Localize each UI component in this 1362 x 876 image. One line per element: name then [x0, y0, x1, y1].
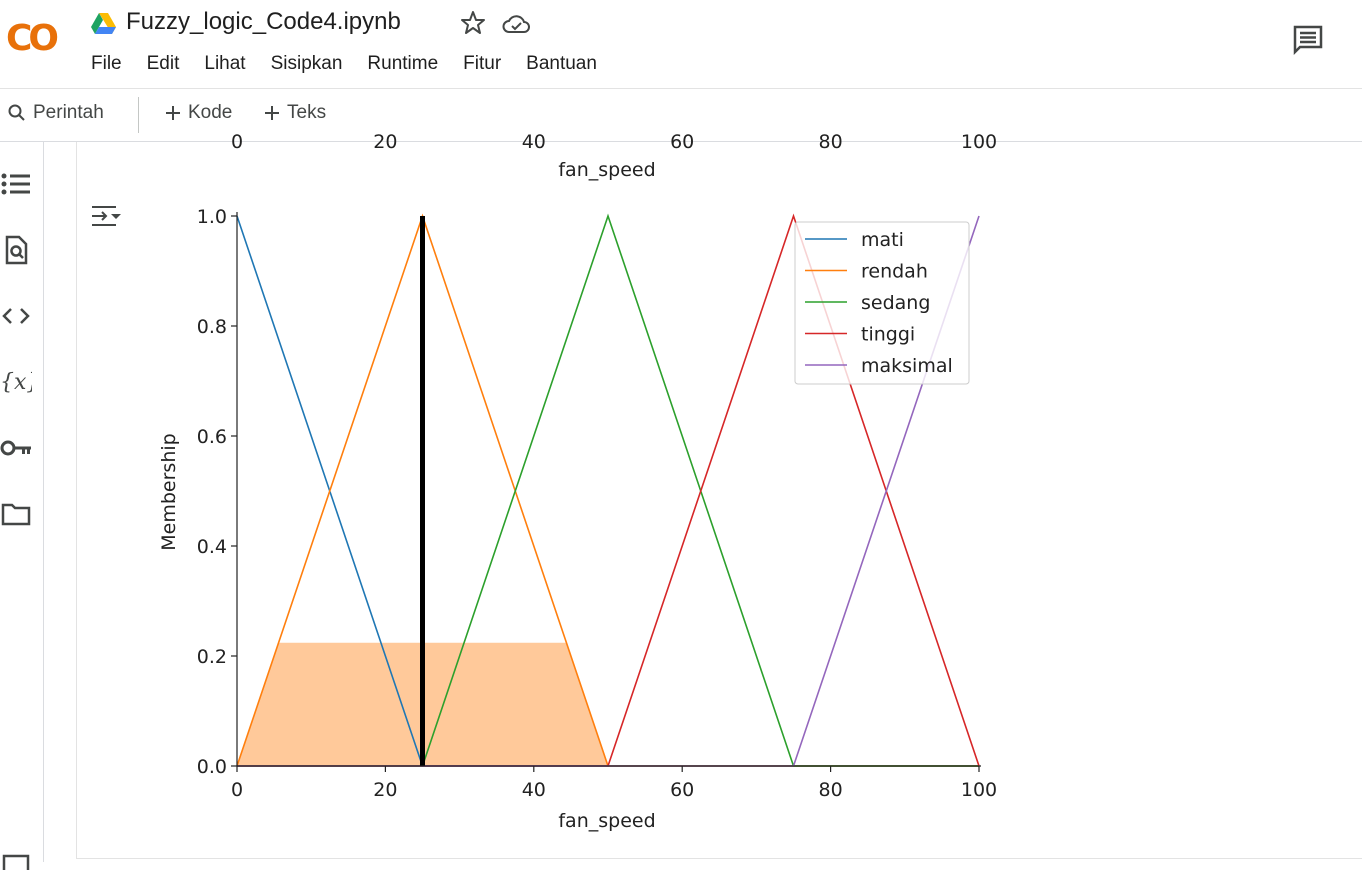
header: CO Fuzzy_logic_Code4.ipynb File Edit Lih… — [0, 0, 1362, 88]
menu-insert[interactable]: Sisipkan — [270, 53, 343, 74]
partial-x-tick-label: 80 — [819, 131, 843, 153]
y-tick-label: 1.0 — [197, 206, 227, 228]
menu-bar: File Edit Lihat Sisipkan Runtime Fitur B… — [91, 53, 622, 79]
notebook-title[interactable]: Fuzzy_logic_Code4.ipynb — [126, 8, 401, 35]
chart-partial-top: fan_speed 0 20 40 60 80 100 — [231, 131, 997, 181]
variables-icon[interactable]: {x} — [0, 366, 32, 398]
x-axis-label: fan_speed — [558, 810, 655, 832]
svg-text:{x}: {x} — [0, 370, 32, 395]
chart-main: 0 20 40 60 80 100 0.0 0.2 0.4 0.6 0.8 1.0 mati rendah… — [197, 206, 997, 801]
plus-icon — [265, 106, 279, 120]
code-snippets-icon[interactable] — [0, 300, 32, 332]
legend-label-mati: mati — [861, 229, 904, 251]
legend-box — [794, 221, 970, 385]
command-palette-button[interactable]: Perintah — [7, 102, 104, 124]
x-tick-label: 80 — [819, 779, 843, 801]
add-text-label: Teks — [287, 102, 327, 123]
x-tick-label: 0 — [231, 779, 243, 801]
toolbar: Perintah Kode Teks — [0, 88, 1362, 142]
plus-icon — [166, 106, 180, 120]
logo-text: CO — [6, 18, 57, 58]
files-folder-icon[interactable] — [0, 498, 32, 530]
partial-x-tick-label: 40 — [522, 131, 546, 153]
colab-logo[interactable]: CO — [4, 14, 68, 58]
command-label: Perintah — [33, 102, 104, 123]
partial-x-tick-label: 20 — [373, 131, 397, 153]
google-drive-icon — [91, 13, 116, 34]
toc-icon[interactable] — [0, 168, 32, 200]
output-cell — [76, 142, 1362, 859]
find-icon[interactable] — [0, 234, 32, 266]
x-tick-label: 60 — [670, 779, 694, 801]
star-icon[interactable] — [460, 10, 486, 36]
y-tick-label: 0.2 — [197, 646, 227, 668]
cloud-saved-icon[interactable] — [501, 11, 531, 37]
comments-icon[interactable] — [1292, 24, 1324, 56]
menu-view[interactable]: Lihat — [204, 53, 246, 74]
toolbar-divider — [138, 97, 139, 133]
menu-runtime[interactable]: Runtime — [367, 53, 439, 74]
x-tick-label: 40 — [522, 779, 546, 801]
partial-x-tick-label: 0 — [231, 131, 243, 153]
left-sidebar: {x} — [0, 142, 44, 870]
add-code-button[interactable]: Kode — [164, 102, 232, 124]
partial-x-tick-label: 100 — [961, 131, 997, 153]
y-tick-label: 0.8 — [197, 316, 227, 338]
y-tick-label: 0.0 — [197, 756, 227, 778]
partial-x-tick-label: 60 — [670, 131, 694, 153]
y-axis-label: Membership — [158, 433, 180, 550]
legend-label-rendah: rendah — [861, 261, 928, 283]
x-tick-label: 20 — [373, 779, 397, 801]
menu-help[interactable]: Bantuan — [526, 53, 597, 74]
y-tick-label: 0.4 — [197, 536, 227, 558]
menu-tools[interactable]: Fitur — [463, 53, 502, 74]
menu-edit[interactable]: Edit — [146, 53, 180, 74]
legend-label-maksimal: maksimal — [861, 355, 953, 377]
add-text-button[interactable]: Teks — [263, 102, 326, 124]
x-tick-label: 100 — [961, 779, 997, 801]
secrets-key-icon[interactable] — [0, 432, 32, 464]
search-icon — [8, 104, 25, 121]
partial-x-axis-label: fan_speed — [558, 159, 655, 181]
menu-file[interactable]: File — [91, 53, 122, 74]
legend-label-tinggi: tinggi — [861, 324, 915, 346]
output-toggle-icon[interactable] — [90, 202, 124, 232]
y-tick-label: 0.6 — [197, 426, 227, 448]
legend-label-sedang: sedang — [861, 292, 930, 314]
add-code-label: Kode — [188, 102, 233, 123]
